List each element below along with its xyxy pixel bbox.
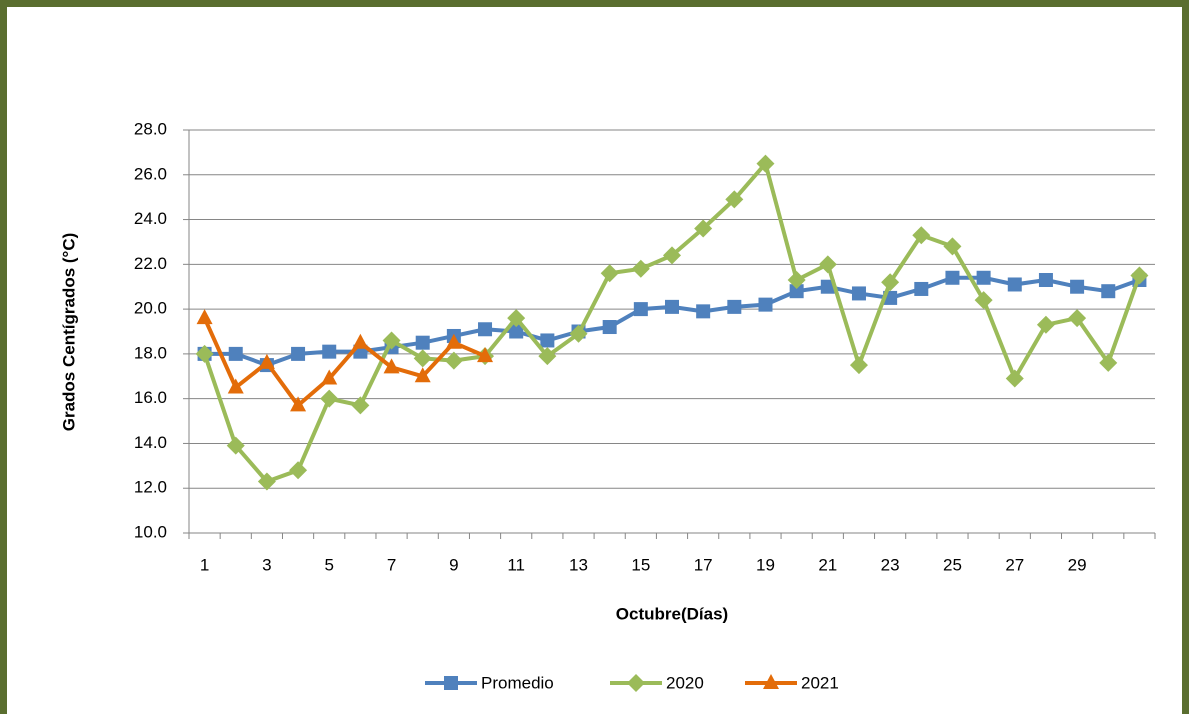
point bbox=[509, 324, 524, 339]
legend-marker bbox=[627, 674, 645, 692]
point bbox=[881, 273, 900, 292]
point bbox=[758, 297, 773, 312]
point bbox=[851, 286, 866, 301]
x-tick-label: 15 bbox=[631, 555, 650, 574]
point bbox=[226, 436, 245, 455]
point bbox=[756, 154, 775, 173]
point bbox=[258, 353, 275, 369]
point bbox=[228, 346, 243, 361]
y-tick-label: 20.0 bbox=[134, 299, 167, 318]
point bbox=[943, 237, 962, 256]
y-tick-label: 12.0 bbox=[134, 478, 167, 497]
point bbox=[352, 333, 369, 349]
x-tick-label: 11 bbox=[507, 555, 525, 574]
point bbox=[1070, 279, 1085, 294]
y-tick-label: 26.0 bbox=[134, 164, 167, 183]
point bbox=[600, 264, 619, 283]
x-tick-label: 29 bbox=[1068, 555, 1087, 574]
point bbox=[1036, 315, 1055, 334]
x-tick-label: 9 bbox=[449, 555, 458, 574]
point bbox=[631, 259, 650, 278]
point bbox=[415, 335, 430, 350]
point bbox=[974, 291, 993, 310]
y-tick-label: 16.0 bbox=[134, 388, 167, 407]
y-axis-title: Grados Centígrados (°C) bbox=[59, 233, 78, 432]
point bbox=[665, 299, 679, 314]
point bbox=[569, 324, 588, 343]
x-tick-label: 13 bbox=[569, 555, 588, 574]
point bbox=[849, 356, 868, 375]
point bbox=[818, 255, 837, 274]
point bbox=[320, 389, 339, 408]
point bbox=[445, 333, 462, 349]
point bbox=[602, 320, 617, 335]
x-axis-title: Octubre(Días) bbox=[616, 604, 728, 623]
point bbox=[725, 190, 744, 209]
point bbox=[257, 472, 276, 491]
legend-label: 2020 bbox=[666, 673, 704, 692]
point bbox=[507, 309, 526, 328]
y-tick-label: 24.0 bbox=[134, 209, 167, 228]
point bbox=[633, 302, 648, 317]
point bbox=[1130, 266, 1149, 285]
point bbox=[382, 331, 401, 350]
point bbox=[195, 344, 214, 363]
point bbox=[444, 351, 463, 370]
point bbox=[351, 396, 370, 415]
point bbox=[1038, 273, 1053, 288]
point bbox=[291, 346, 306, 361]
point bbox=[196, 309, 213, 325]
point bbox=[696, 304, 711, 319]
y-tick-label: 10.0 bbox=[134, 522, 167, 541]
point bbox=[538, 347, 557, 366]
point bbox=[1005, 369, 1024, 388]
x-tick-label: 7 bbox=[387, 555, 396, 574]
x-tick-label: 23 bbox=[881, 555, 900, 574]
point bbox=[478, 322, 493, 337]
x-tick-label: 27 bbox=[1005, 555, 1024, 574]
point bbox=[227, 378, 244, 394]
point bbox=[820, 279, 835, 294]
y-tick-label: 14.0 bbox=[134, 433, 167, 452]
x-tick-label: 17 bbox=[694, 555, 713, 574]
point bbox=[414, 367, 431, 383]
point bbox=[694, 219, 713, 238]
legend-label: Promedio bbox=[481, 673, 554, 692]
point bbox=[540, 333, 555, 348]
point bbox=[727, 299, 742, 314]
point bbox=[663, 246, 681, 265]
x-tick-label: 1 bbox=[200, 555, 209, 574]
legend-marker bbox=[444, 676, 458, 690]
point bbox=[477, 347, 494, 363]
point bbox=[912, 226, 931, 245]
legend-marker bbox=[763, 674, 779, 689]
point bbox=[413, 349, 432, 368]
point bbox=[976, 270, 991, 285]
y-tick-label: 22.0 bbox=[134, 254, 167, 273]
point bbox=[383, 358, 400, 374]
point bbox=[1007, 277, 1022, 292]
x-tick-label: 25 bbox=[943, 555, 962, 574]
point bbox=[914, 281, 929, 296]
x-tick-label: 21 bbox=[818, 555, 837, 574]
point bbox=[1068, 309, 1087, 328]
point bbox=[787, 271, 806, 290]
series-line bbox=[202, 317, 486, 408]
point bbox=[321, 369, 338, 385]
y-tick-label: 18.0 bbox=[134, 343, 167, 362]
x-tick-label: 19 bbox=[756, 555, 775, 574]
point bbox=[789, 284, 804, 299]
point bbox=[945, 270, 960, 285]
point bbox=[1101, 284, 1116, 299]
point bbox=[289, 461, 308, 480]
point bbox=[1099, 353, 1118, 372]
point bbox=[322, 344, 337, 359]
point bbox=[290, 396, 307, 412]
y-tick-label: 28.0 bbox=[134, 119, 167, 138]
x-tick-label: 3 bbox=[262, 555, 271, 574]
x-tick-label: 5 bbox=[324, 555, 333, 574]
legend-label: 2021 bbox=[801, 673, 839, 692]
